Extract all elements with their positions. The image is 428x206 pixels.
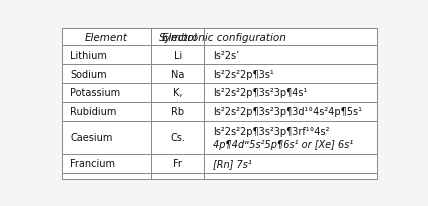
- Text: Fr: Fr: [173, 159, 182, 169]
- Text: Potassium: Potassium: [70, 88, 120, 98]
- Text: 4p¶4dʷ5s²5p¶6s¹ or [Xe] 6s¹: 4p¶4dʷ5s²5p¶6s¹ or [Xe] 6s¹: [213, 139, 353, 149]
- Text: Francium: Francium: [70, 159, 115, 169]
- Text: ls²2s²2p¶3s¹: ls²2s²2p¶3s¹: [213, 69, 273, 79]
- Text: Na: Na: [171, 69, 184, 79]
- Text: ls²2s’: ls²2s’: [213, 50, 239, 61]
- Text: Electronic configuration: Electronic configuration: [162, 32, 286, 42]
- Text: Caesium: Caesium: [70, 133, 113, 143]
- Text: Lithium: Lithium: [70, 50, 107, 61]
- Text: ls²2s²2p¶3s²3p¶4s¹: ls²2s²2p¶3s²3p¶4s¹: [213, 88, 307, 98]
- Text: Symbol: Symbol: [158, 32, 197, 42]
- Text: Rb: Rb: [171, 107, 184, 117]
- Text: ls²2s²2p¶3s²3p¶3d¹°4s²4p¶5s¹: ls²2s²2p¶3s²3p¶3d¹°4s²4p¶5s¹: [213, 107, 362, 117]
- Text: Rubidium: Rubidium: [70, 107, 116, 117]
- Text: K,: K,: [173, 88, 183, 98]
- Text: Cs.: Cs.: [170, 133, 185, 143]
- Text: Sodium: Sodium: [70, 69, 107, 79]
- Text: [Rn] 7s¹: [Rn] 7s¹: [213, 159, 252, 169]
- Text: Li: Li: [174, 50, 182, 61]
- Text: Element: Element: [85, 32, 128, 42]
- Text: ls²2s²2p¶3s²3p¶3rf¹°4s²: ls²2s²2p¶3s²3p¶3rf¹°4s²: [213, 126, 329, 136]
